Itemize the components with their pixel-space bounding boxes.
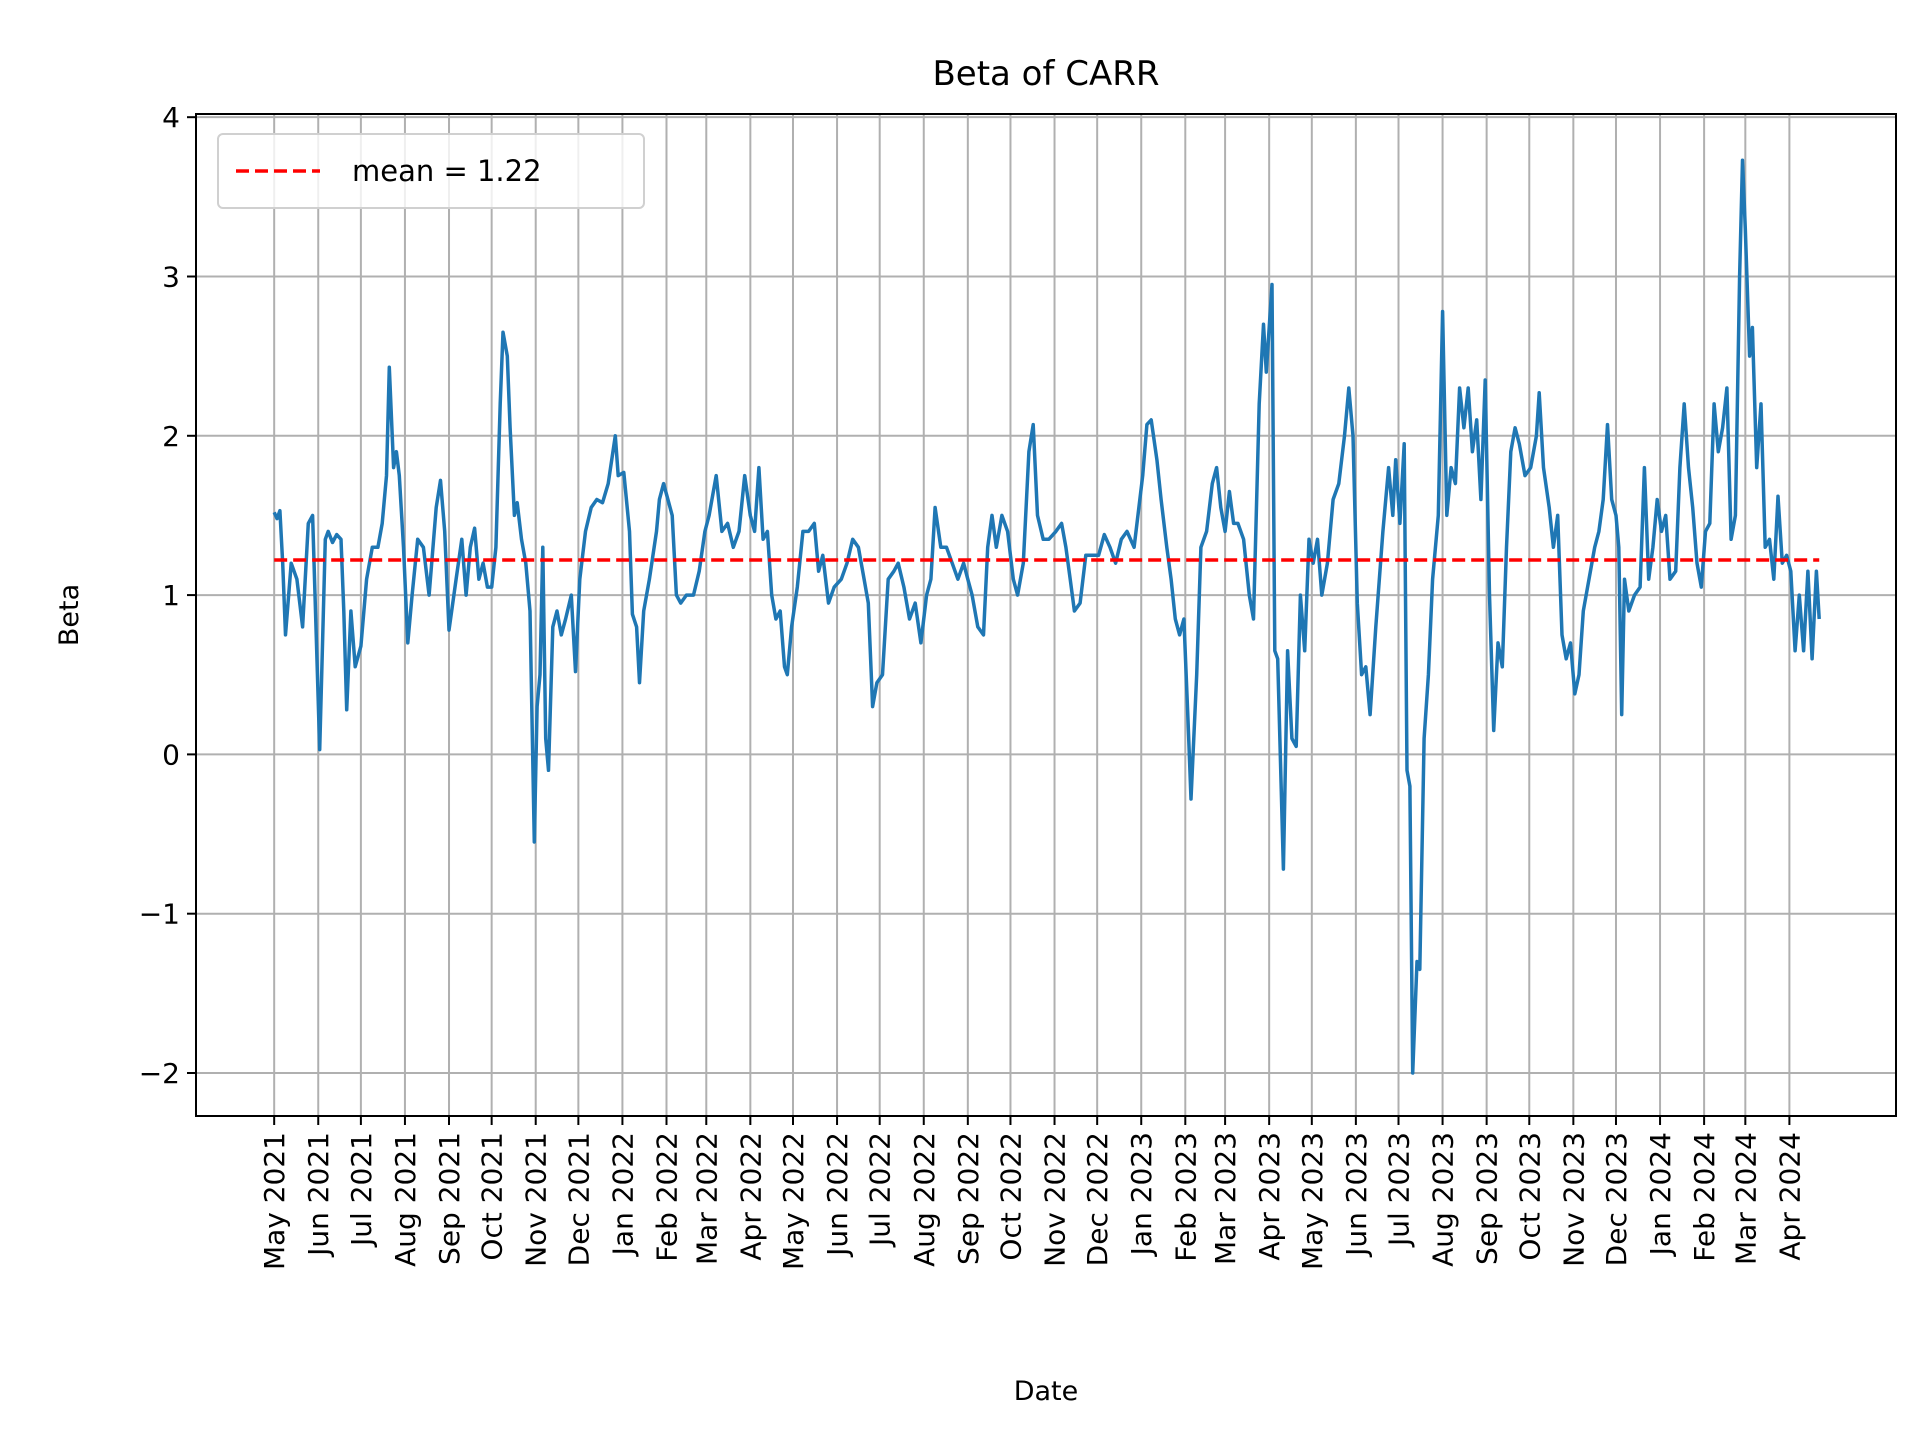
x-tick-label: Oct 2023 (1513, 1132, 1546, 1261)
y-tick-label: 2 (162, 420, 180, 453)
x-tick-label: Aug 2023 (1427, 1132, 1460, 1267)
x-tick-label: Dec 2021 (562, 1132, 595, 1266)
x-tick-label: Dec 2023 (1600, 1132, 1633, 1266)
x-tick-label: Dec 2022 (1081, 1132, 1114, 1266)
x-tick-label: Apr 2023 (1253, 1132, 1286, 1261)
x-tick-label: Aug 2021 (389, 1132, 422, 1267)
y-tick-label: 0 (162, 738, 180, 771)
x-tick-label: Sep 2022 (952, 1132, 985, 1265)
x-tick-label: Feb 2024 (1688, 1132, 1721, 1262)
x-tick-label: Jan 2023 (1125, 1132, 1158, 1257)
legend-mean-label: mean = 1.22 (352, 154, 542, 188)
x-tick-label: Aug 2022 (908, 1132, 941, 1267)
y-tick-label: 4 (162, 101, 180, 134)
x-tick-label: Mar 2022 (690, 1132, 723, 1265)
x-tick-label: Jan 2024 (1644, 1132, 1677, 1257)
x-axis-label: Date (1014, 1376, 1079, 1407)
y-tick-label: 1 (162, 579, 180, 612)
x-tick-label: May 2021 (258, 1132, 291, 1270)
x-tick-label: Jun 2021 (302, 1132, 335, 1258)
x-tick-label: Oct 2021 (476, 1132, 509, 1261)
series-layer (272, 158, 1821, 1075)
y-tick-label: −1 (139, 898, 180, 931)
y-tick-label: −2 (139, 1057, 180, 1090)
y-tick-label: 3 (162, 260, 180, 293)
x-tick-label: May 2023 (1296, 1132, 1329, 1270)
x-tick-label: Mar 2024 (1729, 1132, 1762, 1265)
beta-series-line (272, 158, 1821, 1075)
plot-frame (195, 113, 1897, 1117)
x-tick-label: Jan 2022 (606, 1132, 639, 1257)
x-tick-label: Nov 2023 (1557, 1132, 1590, 1267)
x-tick-label: Sep 2023 (1471, 1132, 1504, 1265)
x-tick-label: Jul 2023 (1383, 1132, 1416, 1248)
x-tick-label: Nov 2022 (1039, 1132, 1072, 1267)
x-tick-label: Oct 2022 (994, 1132, 1027, 1261)
chart-title: Beta of CARR (932, 54, 1159, 94)
x-tick-label: Apr 2022 (734, 1132, 767, 1261)
x-tick-label: Jun 2023 (1340, 1132, 1373, 1258)
x-tick-label: Feb 2022 (650, 1132, 683, 1262)
x-tick-label: Mar 2023 (1209, 1132, 1242, 1265)
x-tick-label: Sep 2021 (433, 1132, 466, 1265)
y-axis-label: Beta (54, 584, 85, 646)
y-axis-ticks: −2 −1 0 1 2 3 4 (139, 101, 196, 1090)
x-tick-label: Jun 2022 (821, 1132, 854, 1258)
x-tick-label: Nov 2021 (520, 1132, 553, 1267)
x-tick-label: Apr 2024 (1773, 1132, 1806, 1261)
legend-box (217, 133, 645, 209)
x-tick-label: May 2022 (777, 1132, 810, 1270)
x-tick-label: Jul 2022 (864, 1132, 897, 1248)
x-tick-label: Jul 2021 (345, 1132, 378, 1248)
x-axis-ticks: May 2021 Jun 2021 Jul 2021 Aug 2021 Sep 2021… (258, 1116, 1806, 1270)
x-tick-label: Feb 2023 (1169, 1132, 1202, 1262)
legend: mean = 1.22 (217, 133, 645, 209)
